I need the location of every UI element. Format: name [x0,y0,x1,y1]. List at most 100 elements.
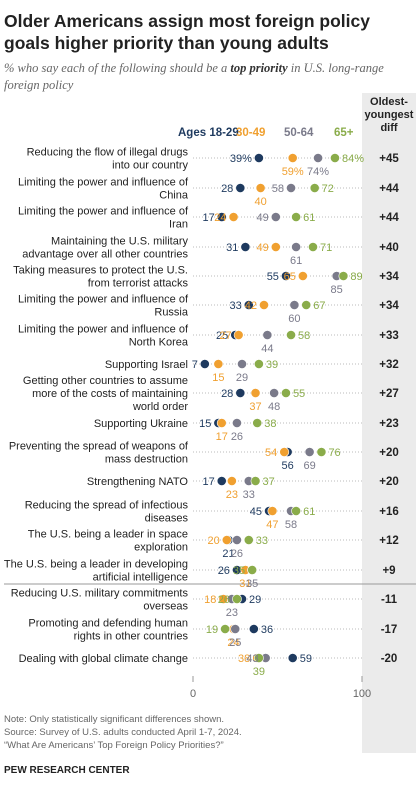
value-label-15-18-29: 29 [249,594,261,606]
value-label-11-18-29: 17 [202,476,214,488]
dot-5-30-49 [259,300,269,310]
value-label-14-30-49: 31 [239,578,251,590]
value-label-2-65+: 61 [303,212,315,224]
dot-6-30-49 [233,330,244,340]
dot-8-30-49 [250,388,261,398]
dot-9-50-64 [232,418,242,428]
row-label-13-line-1: exploration [134,542,188,554]
dot-9-30-49 [216,418,227,428]
dot-5-65+ [301,300,312,310]
value-label-6-30-49: 27 [219,330,231,342]
dot-13-65+ [243,535,254,545]
value-label-3-18-29: 31 [226,242,238,254]
row-label-16-line-0: Promoting and defending human [28,618,188,630]
value-label-9-65+: 38 [264,418,276,430]
diff-value-0: +45 [379,153,399,165]
source-text: Source: Survey of U.S. adults conducted … [4,727,242,738]
value-label-3-30-49: 49 [257,242,269,254]
value-label-0-50-64: 74% [307,166,329,178]
dot-7-18-29 [199,359,210,369]
row-label-2-line-1: Iran [169,219,188,231]
value-label-4-30-49: 65 [284,271,296,283]
row-label-16-line-1: rights in other countries [74,631,189,643]
dot-1-50-64 [286,183,296,193]
value-label-12-30-49: 47 [266,519,278,531]
dot-4-65+ [338,271,349,281]
value-label-6-50-64: 44 [261,343,273,355]
dot-12-30-49 [267,506,278,516]
value-label-3-65+: 71 [320,242,332,254]
subtitle-post: in U.S. long-range foreign policy [4,61,384,92]
value-label-5-18-29: 33 [230,300,242,312]
value-label-11-30-49: 23 [226,489,238,501]
chart-subtitle: % who say each of the following should b… [4,60,404,94]
row-label-9-line-0: Supporting Ukraine [94,418,188,430]
row-label-1-line-0: Limiting the power and influence of [18,177,189,189]
value-label-16-65+: 19 [206,624,218,636]
value-label-4-50-64: 85 [331,284,343,296]
row-label-2-line-0: Limiting the power and influence of [18,206,189,218]
value-label-2-18-29: 17 [202,212,214,224]
value-label-12-65+: 61 [303,506,315,518]
value-label-14-18-29: 26 [218,565,230,577]
dot-13-30-49 [221,535,232,545]
pew-logo-text: PEW RESEARCH CENTER [4,765,130,776]
dot-14-65+ [247,565,258,575]
value-label-0-30-49: 59% [282,166,304,178]
diff-value-5: +34 [379,300,399,312]
value-label-16-30-49: 24 [227,637,239,649]
value-label-10-50-64: 69 [303,460,315,472]
diff-value-9: +23 [379,418,399,430]
dot-17-65+ [254,653,264,663]
value-label-3-50-64: 61 [290,255,302,267]
dot-1-18-29 [235,183,246,193]
dot-5-18-29 [243,300,254,310]
diff-value-6: +33 [379,330,399,342]
row-label-0-line-0: Reducing the flow of illegal drugs [27,147,189,159]
dot-9-65+ [252,418,263,428]
value-label-1-30-49: 40 [254,196,266,208]
diff-value-3: +40 [379,242,399,254]
value-label-14-50-64: 35 [246,578,258,590]
dot-6-50-64 [262,330,273,340]
value-label-11-65+: 37 [263,476,275,488]
row-label-10-line-0: Preventing the spread of weapons of [9,441,189,453]
value-label-2-30-49: 24 [214,212,226,224]
dot-5-50-64 [289,300,300,310]
dot-1-65+ [309,183,320,193]
row-label-8-line-1: more of the costs of maintaining [32,388,188,400]
legend-18-29: Ages 18-29 [178,127,239,139]
value-label-10-65+: 76 [328,447,340,459]
row-label-6-line-0: Limiting the power and influence of [18,324,189,336]
dot-17-18-29 [287,653,298,663]
dot-16-18-29 [248,624,259,634]
value-label-17-65+: 39 [253,666,265,678]
diff-value-13: +12 [379,535,399,547]
dot-3-50-64 [291,242,301,252]
value-label-16-18-29: 36 [261,624,273,636]
row-label-3-line-0: Maintaining the U.S. military [51,236,188,248]
diff-column-header: Oldest-youngest diff [364,96,414,134]
dot-3-18-29 [240,242,251,252]
row-label-11-line-0: Strengthening NATO [87,476,189,488]
diff-value-7: +32 [379,359,399,371]
value-label-13-18-29: 21 [222,548,234,560]
diff-value-2: +44 [379,212,399,224]
value-label-15-30-49: 18 [204,594,216,606]
value-label-5-30-49: 42 [245,300,257,312]
diff-value-12: +16 [379,506,399,518]
value-label-0-18-29: 39% [230,153,252,165]
dot-2-65+ [291,212,301,222]
diff-value-17: -20 [381,653,398,665]
value-label-8-65+: 55 [293,388,305,400]
dot-16-65+ [220,624,231,634]
value-label-15-50-64: 23 [226,607,238,619]
dot-8-50-64 [269,388,280,398]
dot-16-50-64 [230,624,241,634]
diff-value-10: +20 [379,447,399,459]
diff-value-16: -17 [381,624,398,636]
dot-1-30-49 [255,183,266,193]
value-label-6-65+: 58 [298,330,310,342]
dot-0-30-49 [287,153,298,163]
value-label-6-18-29: 25 [216,330,228,342]
